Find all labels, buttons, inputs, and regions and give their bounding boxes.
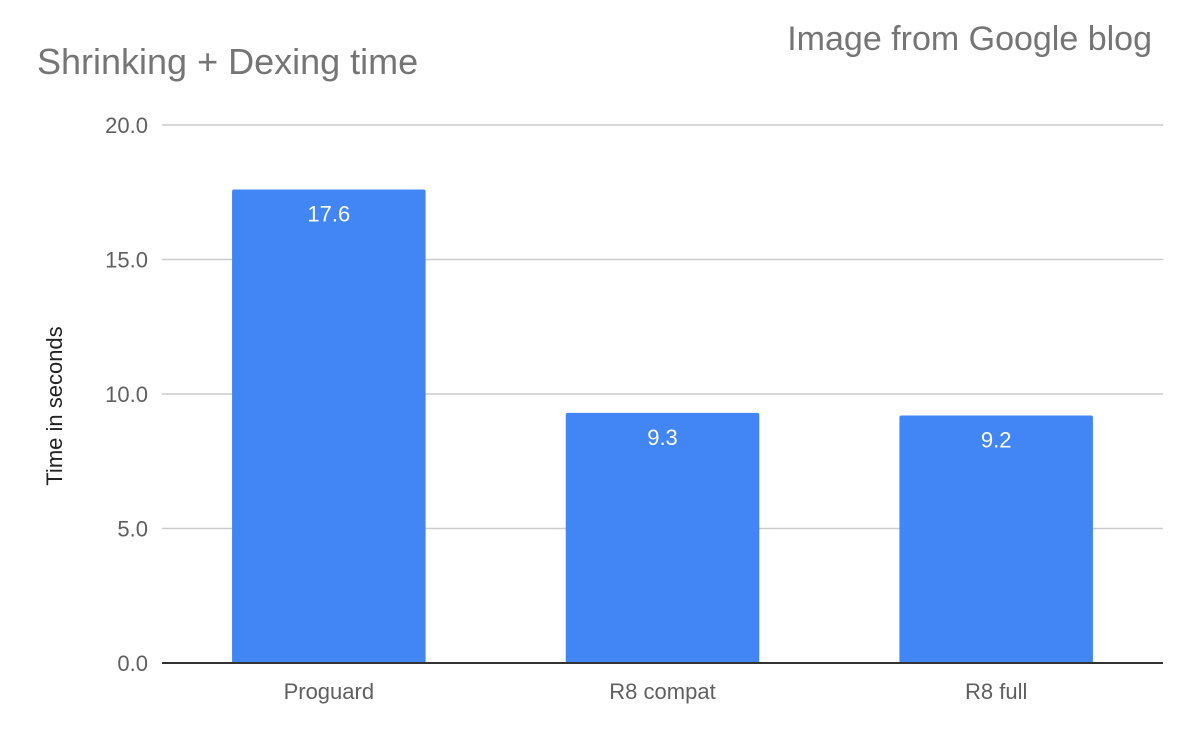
y-axis-ticks: 0.0 5.0 10.0 15.0 20.0 <box>105 113 148 676</box>
y-tick-label: 5.0 <box>117 517 148 542</box>
bar-r8-compat <box>565 412 760 663</box>
x-category-label: R8 full <box>965 679 1027 704</box>
y-tick-label: 15.0 <box>105 248 148 273</box>
x-category-label: R8 compat <box>609 679 715 704</box>
chart-title: Shrinking + Dexing time <box>37 41 418 82</box>
source-note: Image from Google blog <box>787 20 1152 58</box>
y-axis-label: Time in seconds <box>42 326 67 485</box>
data-label: 17.6 <box>307 202 350 227</box>
x-category-label: Proguard <box>284 679 375 704</box>
bar-proguard <box>232 189 426 663</box>
bars <box>232 189 1093 663</box>
bar-r8-full <box>899 415 1093 663</box>
data-label: 9.2 <box>981 428 1012 453</box>
y-tick-label: 20.0 <box>105 113 148 138</box>
y-tick-label: 0.0 <box>117 651 148 676</box>
data-label: 9.3 <box>647 425 678 450</box>
y-tick-label: 10.0 <box>105 382 148 407</box>
category-labels: Proguard R8 compat R8 full <box>284 679 1028 704</box>
data-labels: 17.6 9.3 9.2 <box>307 202 1011 453</box>
